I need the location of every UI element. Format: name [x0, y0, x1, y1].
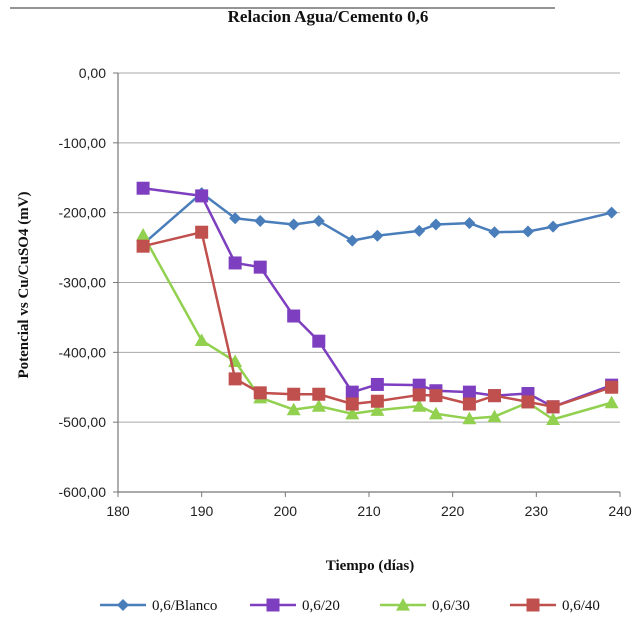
x-axis-title: Tiempo (días) — [326, 558, 414, 574]
series-0-6-40 — [136, 225, 619, 414]
legend-entry: 0,6/20 — [250, 598, 340, 614]
data-point-marker — [194, 333, 209, 347]
legend-swatch-marker — [266, 598, 280, 612]
data-point-marker — [312, 334, 326, 348]
data-point-marker — [412, 378, 426, 392]
data-point-marker — [547, 220, 560, 233]
data-point-marker — [136, 181, 150, 195]
x-tick-label: 230 — [525, 503, 549, 519]
data-point-marker — [412, 399, 427, 412]
y-tick-label: -200,00 — [59, 205, 107, 221]
series-0-6-30 — [136, 228, 619, 425]
legend-label: 0,6/20 — [302, 598, 340, 614]
legend: 0,6/Blanco 0,6/20 0,6/30 0,6/40 — [100, 598, 600, 614]
data-point-marker — [312, 215, 325, 228]
data-point-marker — [136, 228, 151, 241]
data-point-marker — [287, 309, 301, 323]
data-point-marker — [195, 189, 209, 203]
y-tick-label: -300,00 — [59, 275, 107, 291]
legend-label: 0,6/30 — [432, 598, 470, 614]
data-point-marker — [521, 225, 534, 238]
data-point-marker — [462, 411, 477, 425]
x-tick-label: 240 — [608, 503, 632, 519]
data-point-marker — [412, 388, 426, 402]
data-point-marker — [345, 397, 359, 411]
x-tick-label: 190 — [190, 503, 214, 519]
data-point-marker — [546, 412, 561, 425]
data-point-marker — [228, 372, 242, 386]
x-tick-label: 210 — [357, 503, 381, 519]
data-point-marker — [604, 395, 619, 409]
legend-swatch-marker — [396, 598, 410, 611]
legend-label: 0,6/Blanco — [152, 598, 217, 614]
data-point-marker — [488, 389, 501, 403]
data-point-marker — [311, 399, 326, 412]
y-tick-label: 0,00 — [79, 65, 106, 81]
data-point-marker — [463, 217, 476, 230]
data-point-marker — [487, 409, 502, 423]
data-point-marker — [195, 225, 209, 239]
data-point-marker — [413, 224, 426, 237]
grid — [118, 72, 620, 493]
legend-entry: 0,6/Blanco — [100, 598, 217, 614]
data-point-marker — [287, 387, 301, 401]
chart-title: Relacion Agua/Cemento 0,6 — [228, 7, 429, 26]
data-point-marker — [253, 260, 267, 274]
data-point-marker — [253, 386, 267, 400]
data-point-marker — [287, 218, 300, 231]
legend-label: 0,6/40 — [562, 598, 600, 614]
data-point-marker — [286, 402, 301, 416]
data-point-marker — [462, 397, 476, 411]
series-0-6-20 — [136, 181, 619, 414]
axes: 0,00 -100,00 -200,00 -300,00 -400,00 -500,00 -… — [59, 65, 632, 519]
legend-swatch-marker — [526, 598, 540, 612]
x-tick-label: 180 — [106, 503, 130, 519]
y-tick-label: -100,00 — [59, 135, 107, 151]
series-group — [136, 181, 619, 425]
data-point-marker — [370, 394, 384, 408]
legend-swatch-marker — [117, 599, 129, 611]
data-point-marker — [136, 239, 150, 253]
data-point-marker — [345, 385, 359, 399]
data-point-marker — [370, 403, 385, 416]
data-point-marker — [370, 377, 384, 391]
data-point-marker — [429, 389, 443, 403]
data-point-marker — [229, 212, 242, 225]
data-point-marker — [428, 406, 443, 420]
data-point-marker — [312, 387, 326, 401]
data-point-marker — [462, 385, 476, 399]
series-0-6-blanco — [137, 187, 618, 251]
data-point-marker — [254, 215, 267, 228]
x-tick-label: 200 — [274, 503, 298, 519]
data-point-marker — [371, 229, 384, 242]
series-line — [142, 234, 612, 421]
y-tick-label: -500,00 — [59, 414, 107, 430]
data-point-marker — [345, 406, 360, 420]
series-line — [142, 186, 613, 409]
data-point-marker — [346, 234, 359, 247]
y-tick-label: -400,00 — [59, 344, 107, 360]
data-point-marker — [228, 256, 242, 270]
y-tick-label: -600,00 — [59, 484, 107, 500]
x-tick-label: 220 — [441, 503, 465, 519]
legend-entry: 0,6/40 — [510, 598, 600, 614]
data-point-marker — [605, 206, 618, 219]
data-point-marker — [605, 380, 619, 394]
data-point-marker — [429, 218, 442, 231]
y-axis-title: Potencial vs Cu/CuSO4 (mV) — [16, 191, 32, 378]
legend-entry: 0,6/30 — [380, 598, 470, 614]
data-point-marker — [546, 400, 560, 414]
data-point-marker — [521, 395, 535, 409]
data-point-marker — [488, 226, 501, 239]
